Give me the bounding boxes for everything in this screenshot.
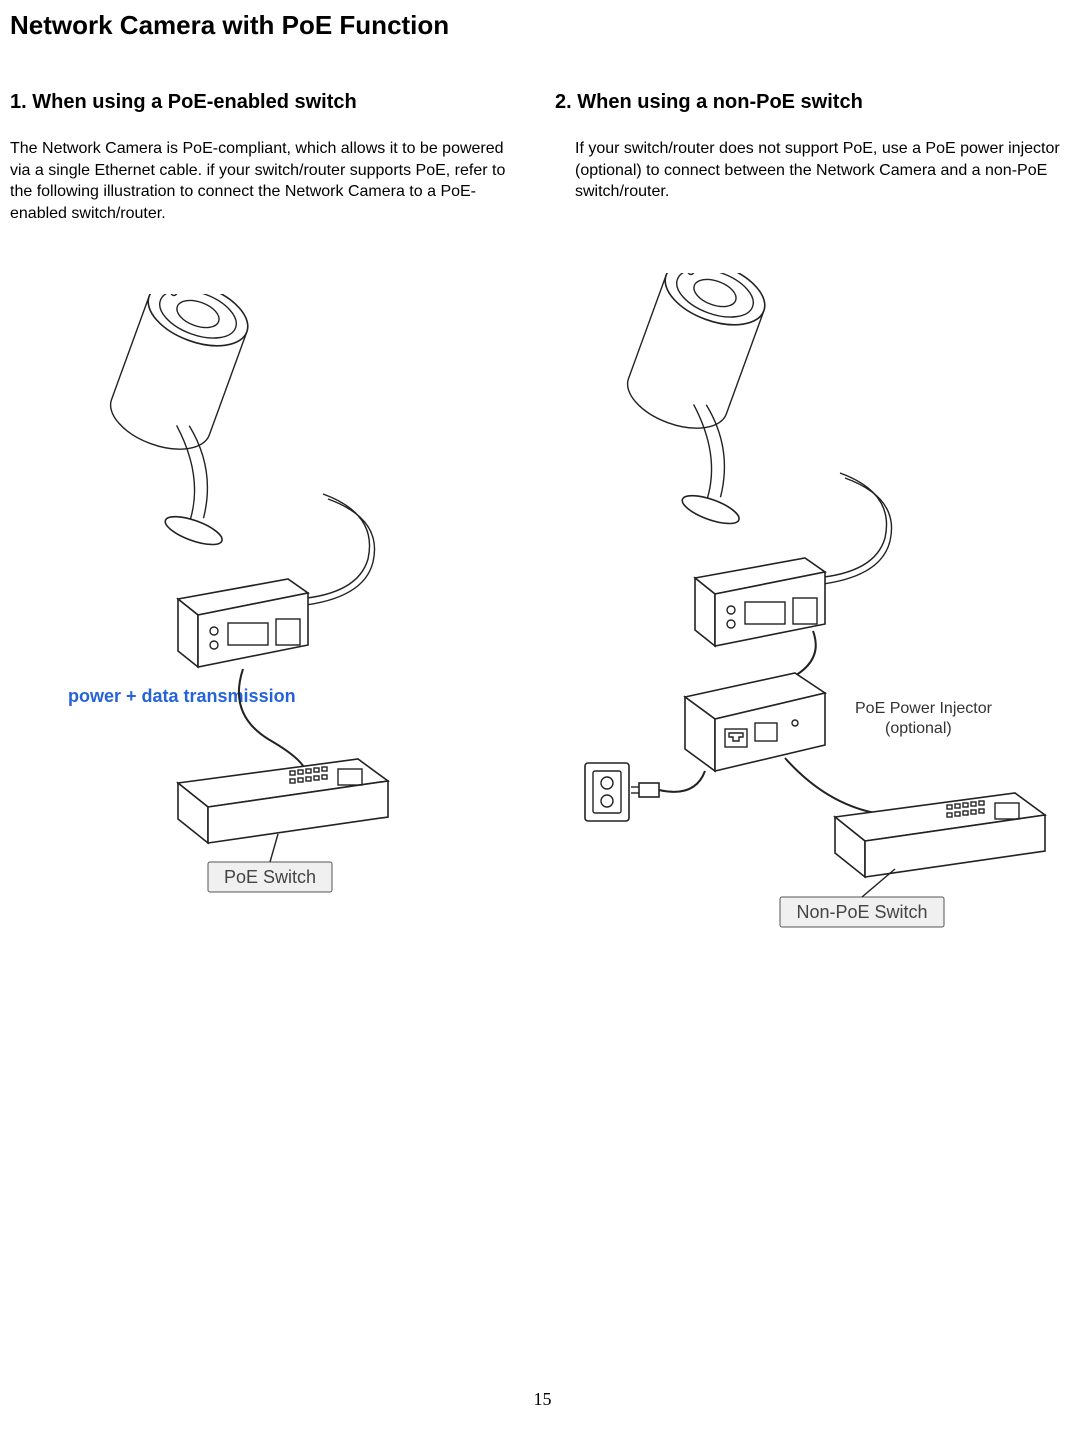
injector-label-1: PoE Power Injector: [855, 700, 993, 717]
poe-switch-label: PoE Switch: [223, 867, 315, 887]
right-column: 2. When using a non-PoE switch If your s…: [555, 91, 1075, 973]
left-column: 1. When using a PoE-enabled switch The N…: [10, 91, 515, 973]
right-heading: 2. When using a non-PoE switch: [555, 91, 1075, 114]
non-poe-diagram-icon: PoE Power Injector (optional): [555, 273, 1075, 973]
left-heading: 1. When using a PoE-enabled switch: [10, 91, 515, 114]
non-poe-switch-label: Non-PoE Switch: [796, 902, 927, 922]
page-title: Network Camera with PoE Function: [0, 10, 1085, 41]
poe-switch-diagram-icon: power + data transmission: [48, 294, 478, 894]
power-data-annotation: power + data transmission: [68, 686, 296, 706]
content-columns: 1. When using a PoE-enabled switch The N…: [0, 91, 1085, 973]
injector-label-2: (optional): [885, 720, 952, 737]
left-illustration: power + data transmission: [10, 294, 515, 894]
left-body-text: The Network Camera is PoE-compliant, whi…: [10, 138, 515, 224]
page-number: 15: [534, 1389, 552, 1410]
right-body-text: If your switch/router does not support P…: [555, 138, 1075, 203]
right-illustration: PoE Power Injector (optional): [555, 273, 1075, 973]
